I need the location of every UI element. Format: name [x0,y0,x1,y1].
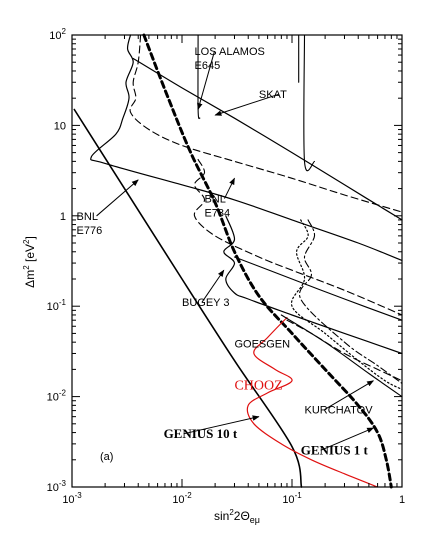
annotation-arrow-genius10 [183,415,260,435]
curve-bugey [223,215,403,355]
annotation-bnl776: BNL E776 [77,211,103,237]
annotation-los: LOS ALAMOS E645 [195,46,265,72]
y-axis-label: Δm2 [eV2] [22,236,37,288]
annotation-genius1: GENIUS 1 t [301,442,369,457]
x-axis-label: sin22Θeμ [214,508,260,525]
annotation-kurchatov: KURCHATOV [305,405,374,417]
annotation-arrow-bugey [201,269,225,303]
y-tick-label: 10-2 [47,389,67,404]
x-tick-label: 10-3 [62,491,82,506]
x-tick-label: 10-1 [282,491,302,506]
curve-genius1 [142,33,393,489]
annotation-arrow-kurchatov [324,380,375,410]
curve-bnl776 [90,34,403,262]
annotation-arrow-genius1 [320,427,375,451]
annotation-bnl734: BNL E734 [204,194,230,220]
curve-goesgen [233,256,403,321]
axis-ticks: 10-3 10-2 10-1 1 10-3 10-2 10-1 1 10 102 [47,27,405,506]
y-tick-label: 10-3 [47,479,67,494]
annotation-arrow-skat [214,93,280,116]
y-tick-label: 10 [54,120,66,132]
curve-bnl734 [129,34,403,213]
plot-content [73,33,403,489]
annotation-arrow-bnl734 [224,177,235,199]
curve-kurchatov-dd [299,219,403,384]
curve-skat [132,57,403,221]
curve-genius10 [73,108,303,488]
annotation-goesgen: GOESGEN [234,338,290,350]
annotation-arrow-los [197,50,216,111]
curve-kurchatov [290,219,403,390]
annotation-genius10: GENIUS 10 t [164,426,238,441]
x-tick-label: 10-2 [172,491,192,506]
y-tick-label: 10-1 [47,298,67,313]
x-tick-label: 1 [399,494,405,506]
panel-label: (a) [100,451,113,463]
y-tick-label: 1 [60,211,66,223]
annotation-chooz: CHOOZ [234,378,282,393]
y-tick-label: 102 [49,27,66,42]
curve-skat-vert [303,34,316,172]
annotation-arrow-bnl776 [96,179,139,217]
plot-frame [71,34,403,488]
curve-extra-solid [280,314,403,398]
curve-chooz [246,316,379,488]
annotation-bugey: BUGEY 3 [182,297,230,309]
curve-bnl734b [193,158,403,316]
